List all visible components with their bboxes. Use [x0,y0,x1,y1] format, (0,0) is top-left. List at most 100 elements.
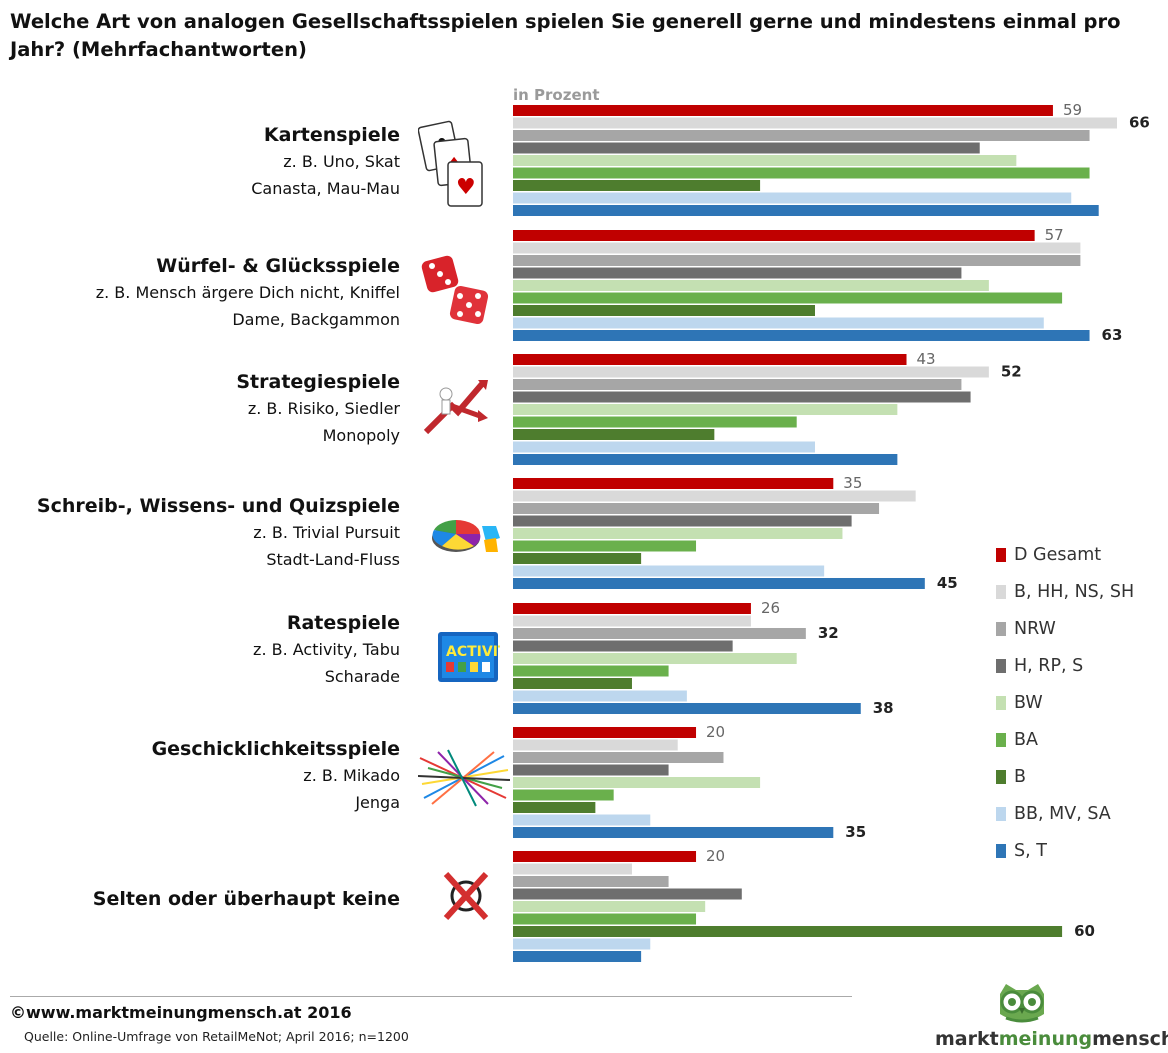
data-label: 60 [1074,922,1095,940]
data-label: 32 [818,624,839,642]
bar [513,528,843,539]
data-label: 20 [706,723,725,741]
bar [513,230,1035,241]
legend-item: B, HH, NS, SH [996,573,1134,610]
legend-item: BA [996,721,1134,758]
dice-icon [418,250,494,334]
category-label-block: Selten oder überhaupt keine [93,886,400,912]
svg-text:♥: ♥ [456,175,476,200]
data-label: 57 [1045,226,1064,244]
bar [513,503,880,514]
unit-label: in Prozent [513,86,600,104]
category-examples: Monopoly [322,426,400,445]
bar [513,615,751,627]
bar [513,901,706,912]
legend-item: BB, MV, SA [996,795,1134,832]
bar [513,490,916,502]
bar [513,678,632,689]
bar [513,665,669,677]
strategy-arrows-icon [422,376,492,436]
bar [513,764,669,776]
category-examples: z. B. Mikado [303,766,400,785]
bar [513,827,834,838]
logo: marktmeinungmensch [930,980,1168,1050]
category-examples: Jenga [355,793,400,812]
bar [513,142,980,154]
bar [513,653,797,664]
category-examples: z. B. Trivial Pursuit [253,523,400,542]
legend-swatch [996,843,1006,858]
legend-label: BB, MV, SA [1014,803,1111,824]
bar [513,117,1117,129]
legend-swatch [996,806,1006,821]
data-label: 66 [1129,114,1150,132]
legend-item: S, T [996,832,1134,869]
category-name: Würfel- & Glücksspiele [156,255,400,277]
bar [513,180,761,191]
bar [513,578,925,589]
bar [513,167,1090,179]
bar [513,354,907,365]
bar [513,553,642,564]
bar [513,951,642,962]
bar [513,404,898,415]
trivia-pie-icon [430,512,502,556]
bar [513,255,1081,266]
bar [513,727,697,738]
legend-item: D Gesamt [996,536,1134,573]
legend-item: B [996,758,1134,795]
bar [513,391,971,403]
category-label-block: Schreib-, Wissens- und Quizspiele z. B. T… [37,493,400,573]
legend-swatch [996,732,1006,747]
bar [513,205,1099,216]
legend-label: BW [1014,692,1043,713]
category-label-block: Strategiespiele z. B. Risiko, Siedler Mono… [236,369,400,449]
bar [513,777,761,788]
legend-item: H, RP, S [996,647,1134,684]
bar [513,454,898,465]
bar [513,540,697,552]
mikado-sticks-icon [417,748,511,808]
footer-divider [10,996,852,997]
category-examples: Dame, Backgammon [232,310,400,329]
legend-label: NRW [1014,618,1056,639]
legend-item: BW [996,684,1134,721]
chart-title: Welche Art von analogen Gesellschaftsspi… [10,10,1121,61]
category-examples: z. B. Mensch ärgere Dich nicht, Kniffel [95,283,400,302]
bar [513,938,651,950]
category-label-block: Ratespiele z. B. Activity, Tabu Scharade [253,610,400,690]
logo-text-markt: markt [935,1028,999,1050]
category-examples: Canasta, Mau-Mau [251,179,400,198]
category-label-block: Kartenspiele z. B. Uno, Skat Canasta, Mau-… [251,122,400,202]
bar [513,913,697,925]
category-name: Ratespiele [286,612,400,634]
bar [513,640,733,652]
bar [513,105,1053,116]
category-name: Strategiespiele [236,371,400,393]
bar [513,515,852,527]
bar [513,851,697,862]
category-examples: z. B. Activity, Tabu [253,640,400,659]
data-label: 59 [1063,101,1082,119]
bar [513,130,1090,141]
legend-swatch [996,658,1006,673]
data-label: 45 [937,574,958,592]
category-examples: z. B. Uno, Skat [283,152,400,171]
bar [513,888,742,900]
bar [513,478,834,489]
red-cross-icon [440,866,492,924]
bar [513,789,614,801]
legend-label: H, RP, S [1014,655,1084,676]
bar [513,603,751,614]
data-label: 35 [843,474,862,492]
legend-swatch [996,695,1006,710]
bar [513,429,715,440]
bar [513,752,724,763]
source-text: Quelle: Online-Umfrage von RetailMeNot; … [24,1029,409,1044]
legend-label: B [1014,766,1027,787]
legend-label: D Gesamt [1014,544,1102,565]
legend-swatch [996,621,1006,636]
category-label-block: Würfel- & Glücksspiele z. B. Mensch ärger… [96,253,400,333]
bar [513,330,1090,341]
legend-label: S, T [1014,840,1047,861]
